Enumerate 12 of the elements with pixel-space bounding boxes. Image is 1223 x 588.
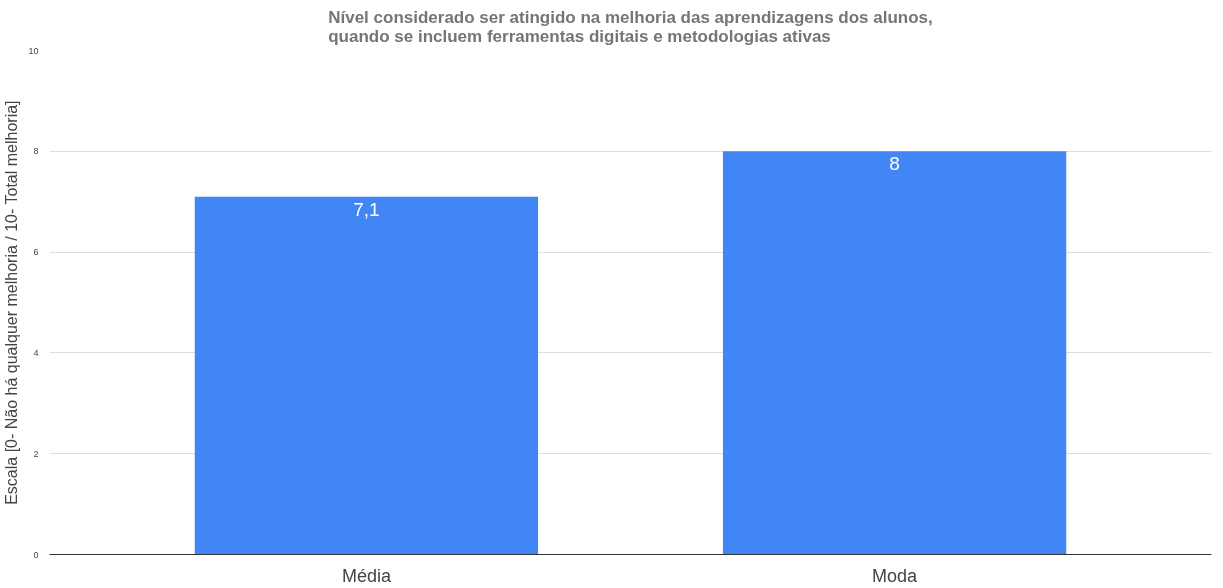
y-tick-label: 2 <box>33 448 39 459</box>
data-label: 7,1 <box>353 198 380 220</box>
y-tick-label: 6 <box>33 247 39 258</box>
y-tick-label: 4 <box>33 347 39 358</box>
y-tick-label: 10 <box>28 45 39 56</box>
data-label: 8 <box>889 153 900 175</box>
x-tick-label: Média <box>341 565 392 586</box>
y-tick-label: 8 <box>33 146 39 157</box>
y-tick-label: 0 <box>33 549 39 560</box>
chart-title: Nível considerado ser atingido na melhoria das aprendizagens dos alunos, quando se incluem ferramentas digitais e metodologias ativas <box>328 7 933 46</box>
y-axis-title: Escala [0- Não há qualquer melhoria / 10- Total melhoria] <box>3 100 21 505</box>
x-tick-label: Moda <box>872 565 919 586</box>
